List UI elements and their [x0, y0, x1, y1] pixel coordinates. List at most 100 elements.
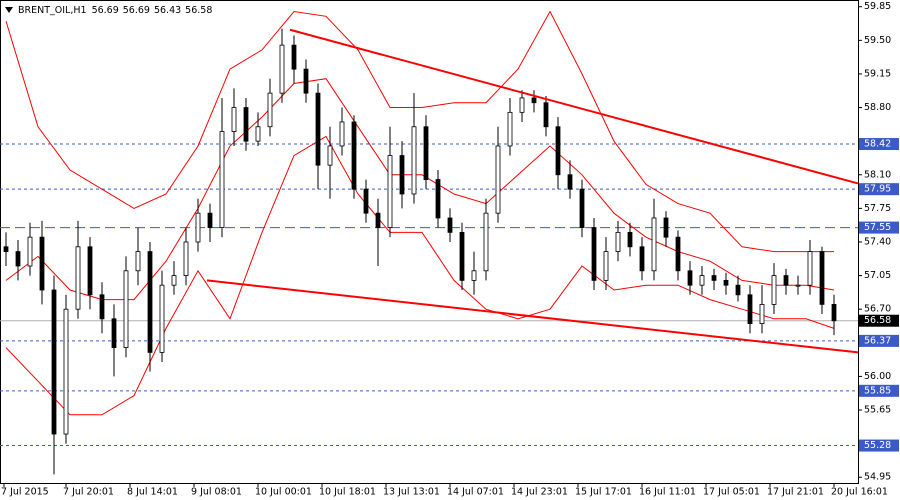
- candle-body: [99, 294, 105, 320]
- candle-body: [759, 303, 765, 325]
- band-lower: [5, 135, 835, 416]
- y-tick-label: 57.05: [864, 270, 891, 281]
- x-tick-label: 13 Jul 13:01: [383, 487, 440, 498]
- level-label-box: [859, 439, 899, 452]
- band-middle: [5, 78, 835, 301]
- level-label-box: [859, 221, 899, 234]
- candle-body: [15, 251, 21, 267]
- candle-body: [483, 212, 489, 272]
- candle-body: [111, 318, 117, 349]
- x-tick-label: 16 Jul 11:01: [639, 487, 696, 498]
- candle-body: [435, 179, 441, 219]
- y-tick-label: 56.70: [864, 304, 891, 315]
- candle-body: [519, 97, 525, 113]
- candle-body: [819, 251, 825, 305]
- candle-body: [279, 44, 285, 94]
- candle-body: [123, 270, 129, 349]
- last-price-label: 56.58: [864, 315, 891, 326]
- level-label-box: [859, 334, 899, 347]
- candle-body: [51, 289, 57, 435]
- candle-body: [423, 126, 429, 180]
- x-tick-label: 14 Jul 07:01: [447, 487, 504, 498]
- candle-body: [327, 145, 333, 166]
- candle-body: [315, 92, 321, 166]
- candle-body: [375, 212, 381, 228]
- band-upper: [5, 10, 834, 253]
- level-label-box: [859, 138, 899, 151]
- chart-header: BRENT_OIL,H1 56.69 56.69 56.43 56.58: [18, 5, 212, 16]
- candle-body: [687, 270, 693, 286]
- candle-body: [675, 236, 681, 272]
- candle-body: [171, 275, 177, 286]
- candle-body: [195, 212, 201, 243]
- x-tick-label: 8 Jul 14:01: [127, 487, 178, 498]
- y-tick-label: 56.00: [864, 371, 891, 382]
- x-tick-label: 17 Jul 05:01: [703, 487, 760, 498]
- candle-body: [75, 246, 81, 310]
- candle-body: [231, 107, 237, 132]
- y-tick-label: 58.10: [864, 169, 891, 180]
- y-tick-label: 57.75: [864, 203, 891, 214]
- candle-body: [387, 155, 393, 228]
- candle-body: [771, 275, 777, 305]
- x-tick-label: 14 Jul 23:01: [511, 487, 568, 498]
- candle-body: [291, 44, 297, 70]
- x-tick-label: 15 Jul 17:01: [575, 487, 632, 498]
- y-tick-label: 58.80: [864, 102, 891, 113]
- candle-body: [615, 231, 621, 252]
- level-label: 57.55: [864, 222, 891, 233]
- candle-body: [711, 275, 717, 281]
- y-tick-label: 57.40: [864, 236, 891, 247]
- candle-body: [147, 251, 153, 353]
- x-tick-label: 10 Jul 00:01: [255, 487, 312, 498]
- candle-body: [255, 126, 261, 142]
- candle-body: [27, 236, 33, 267]
- header-low: 56.43: [154, 5, 181, 16]
- candle-body: [699, 275, 705, 286]
- y-tick-label: 55.65: [864, 405, 891, 416]
- chart-title: BRENT_OIL,H1: [18, 5, 87, 16]
- candle-body: [735, 284, 741, 296]
- candle-body: [339, 121, 345, 147]
- last-price-box: [859, 314, 899, 327]
- candle-body: [459, 231, 465, 281]
- candle-body: [471, 270, 477, 281]
- candle-body: [219, 131, 225, 228]
- candle-body: [567, 174, 573, 190]
- x-tick-label: 7 Jul 20:01: [63, 487, 114, 498]
- candle-body: [591, 227, 597, 281]
- candle-body: [723, 279, 729, 286]
- candle-body: [3, 246, 9, 252]
- candle-body: [747, 294, 753, 325]
- x-tick-label: 20 Jul 16:01: [831, 487, 888, 498]
- candle-body: [159, 284, 165, 353]
- candle-body: [411, 126, 417, 195]
- candle-body: [267, 92, 273, 128]
- candle-body: [831, 303, 837, 322]
- level-label: 57.95: [864, 184, 891, 195]
- level-label: 58.42: [864, 139, 891, 150]
- x-tick-label: 7 Jul 2015: [1, 487, 49, 498]
- level-label: 55.28: [864, 440, 891, 451]
- candle-body: [39, 236, 45, 291]
- candle-body: [243, 107, 249, 142]
- candle-body: [795, 284, 801, 287]
- candle-body: [87, 246, 93, 296]
- candle-body: [555, 126, 561, 176]
- trendline: [289, 28, 859, 185]
- candle-body: [447, 217, 453, 233]
- candle-body: [783, 275, 789, 286]
- candle-body: [399, 155, 405, 195]
- candle-body: [603, 251, 609, 281]
- y-tick-label: 54.95: [864, 472, 891, 483]
- x-tick-label: 17 Jul 21:01: [767, 487, 824, 498]
- y-tick-label: 59.50: [864, 35, 891, 46]
- level-label: 55.85: [864, 385, 891, 396]
- candle-body: [807, 251, 813, 286]
- candle-body: [351, 121, 357, 190]
- candle-body: [639, 246, 645, 272]
- candle-body: [627, 231, 633, 248]
- candle-body: [363, 188, 369, 214]
